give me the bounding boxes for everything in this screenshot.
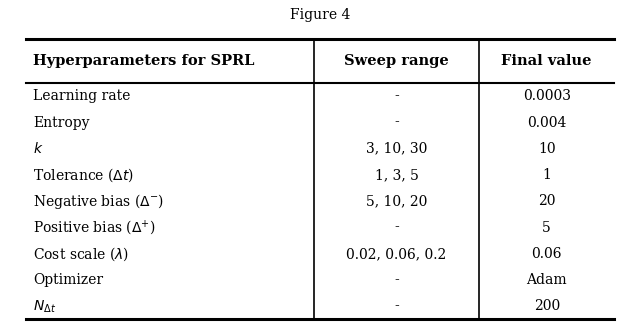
Text: 0.06: 0.06	[531, 247, 562, 261]
Text: 0.0003: 0.0003	[523, 89, 571, 103]
Text: Figure 4: Figure 4	[290, 8, 350, 22]
Text: Cost scale ($\lambda$): Cost scale ($\lambda$)	[33, 245, 129, 263]
Text: Adam: Adam	[526, 273, 567, 287]
Text: -: -	[394, 221, 399, 235]
Text: -: -	[394, 299, 399, 313]
Text: 5: 5	[542, 221, 551, 235]
Text: Hyperparameters for SPRL: Hyperparameters for SPRL	[33, 54, 255, 68]
Text: Final value: Final value	[501, 54, 592, 68]
Text: $k$: $k$	[33, 141, 44, 156]
Text: Tolerance ($\Delta t$): Tolerance ($\Delta t$)	[33, 166, 134, 184]
Text: 20: 20	[538, 194, 556, 208]
Text: -: -	[394, 273, 399, 287]
Text: Entropy: Entropy	[33, 115, 90, 129]
Text: Optimizer: Optimizer	[33, 273, 104, 287]
Text: 0.004: 0.004	[527, 115, 566, 129]
Text: 10: 10	[538, 142, 556, 156]
Text: -: -	[394, 115, 399, 129]
Text: 1: 1	[542, 168, 551, 182]
Text: -: -	[394, 89, 399, 103]
Text: 0.02, 0.06, 0.2: 0.02, 0.06, 0.2	[346, 247, 447, 261]
Text: 200: 200	[534, 299, 560, 313]
Text: 3, 10, 30: 3, 10, 30	[366, 142, 428, 156]
Text: Sweep range: Sweep range	[344, 54, 449, 68]
Text: 1, 3, 5: 1, 3, 5	[374, 168, 419, 182]
Text: 5, 10, 20: 5, 10, 20	[366, 194, 428, 208]
Text: Negative bias ($\Delta^{-}$): Negative bias ($\Delta^{-}$)	[33, 192, 164, 211]
Text: Learning rate: Learning rate	[33, 89, 131, 103]
Text: Positive bias ($\Delta^{+}$): Positive bias ($\Delta^{+}$)	[33, 218, 156, 237]
Text: $N_{\Delta t}$: $N_{\Delta t}$	[33, 298, 56, 315]
